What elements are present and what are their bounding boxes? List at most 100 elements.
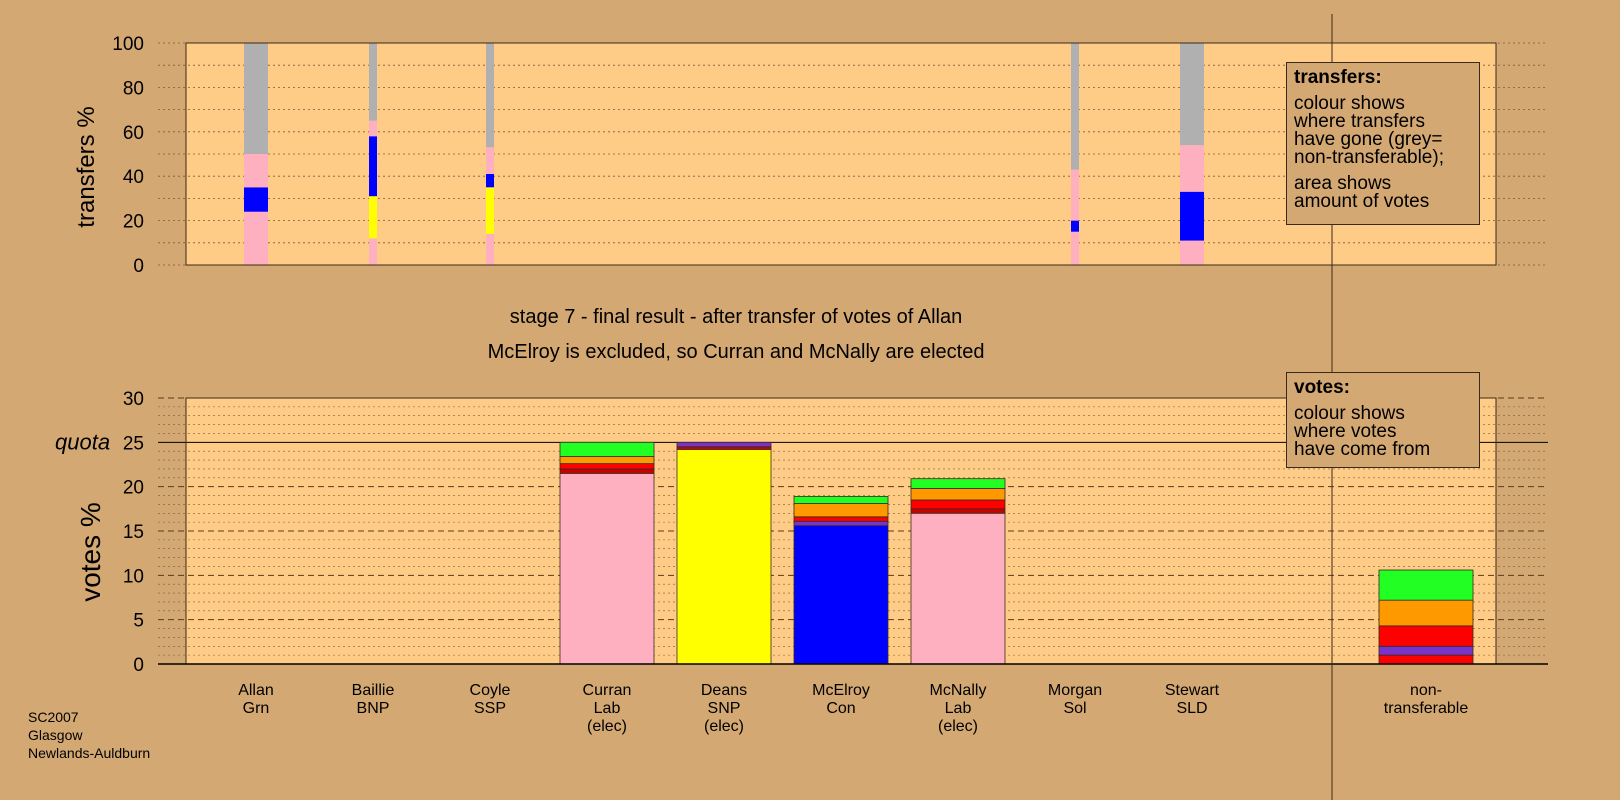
quota-label: quota bbox=[55, 429, 110, 454]
source-note: SC2007 Glasgow Newlands-Auldburn bbox=[28, 708, 150, 762]
transfer-segment bbox=[486, 187, 494, 234]
transfer-segment bbox=[369, 43, 377, 121]
votes-tick-label: 5 bbox=[133, 611, 144, 632]
candidate-label: transferable bbox=[1384, 700, 1469, 717]
vote-segment bbox=[793, 496, 889, 504]
transfers-tick-label: 20 bbox=[123, 212, 144, 233]
transfer-segment bbox=[369, 136, 377, 197]
transfers-legend-line: non-transferable); bbox=[1294, 147, 1444, 168]
candidate-label: (elec) bbox=[704, 718, 744, 735]
vote-segment bbox=[910, 508, 1006, 514]
transfer-segment bbox=[369, 120, 377, 137]
transfer-segment bbox=[244, 211, 268, 265]
transfer-segment bbox=[486, 173, 494, 188]
candidate-label: McNally bbox=[930, 682, 987, 699]
votes-tick-label: 15 bbox=[123, 522, 144, 543]
vote-segment bbox=[793, 516, 889, 522]
transfers-plot-frame bbox=[185, 42, 1497, 266]
transfers-tick-label: 40 bbox=[123, 167, 144, 188]
stage-subtitle: McElroy is excluded, so Curran and McNal… bbox=[488, 341, 985, 363]
vote-segment bbox=[559, 463, 655, 470]
transfer-segment bbox=[1071, 220, 1079, 232]
transfers-legend: transfers: colour shows where transfers … bbox=[1286, 62, 1480, 225]
candidate-label: BNP bbox=[357, 700, 390, 717]
candidate-label: (elec) bbox=[587, 718, 627, 735]
vote-segment bbox=[1378, 599, 1474, 627]
candidate-label: Coyle bbox=[470, 682, 511, 699]
vote-segment bbox=[1378, 625, 1474, 647]
vote-segment bbox=[559, 472, 655, 665]
candidate-label: Sol bbox=[1063, 700, 1086, 717]
candidate-label: non- bbox=[1410, 682, 1442, 699]
transfer-segment bbox=[244, 187, 268, 212]
vote-segment bbox=[1378, 654, 1474, 665]
stage-title: stage 7 - final result - after transfer … bbox=[510, 306, 962, 328]
vote-segment bbox=[676, 441, 772, 448]
candidate-label: Baillie bbox=[352, 682, 395, 699]
vote-segment bbox=[1378, 645, 1474, 656]
transfer-segment bbox=[1180, 240, 1204, 265]
transfer-segment bbox=[369, 196, 377, 239]
candidate-label: McElroy bbox=[812, 682, 870, 699]
votes-legend-title: votes: bbox=[1294, 377, 1350, 398]
candidate-label: (elec) bbox=[938, 718, 978, 735]
vote-segment bbox=[559, 441, 655, 457]
transfer-segment bbox=[1071, 169, 1079, 221]
transfer-segment bbox=[486, 43, 494, 148]
candidate-label: Stewart bbox=[1165, 682, 1220, 699]
votes-tick-label: 20 bbox=[123, 478, 144, 499]
transfer-segment bbox=[1180, 191, 1204, 241]
transfers-legend-title: transfers: bbox=[1294, 67, 1382, 88]
transfers-legend-line: amount of votes bbox=[1294, 191, 1430, 212]
transfers-panel: 0 20 40 60 80 100 transfers % bbox=[73, 34, 1548, 277]
candidate-label: Con bbox=[826, 700, 855, 717]
candidate-label: Morgan bbox=[1048, 682, 1102, 699]
transfers-legend-line: colour shows bbox=[1294, 93, 1405, 114]
vote-segment bbox=[1378, 569, 1474, 601]
transfer-segment bbox=[486, 233, 494, 265]
transfer-segment bbox=[244, 154, 268, 188]
votes-tick-label: 10 bbox=[123, 566, 144, 587]
vote-segment bbox=[910, 478, 1006, 489]
vote-segment bbox=[559, 456, 655, 465]
vote-segment bbox=[793, 503, 889, 518]
candidate-label: Deans bbox=[701, 682, 747, 699]
votes-legend-line: colour shows bbox=[1294, 403, 1405, 424]
transfer-segment bbox=[1180, 43, 1204, 146]
votes-tick-label: 0 bbox=[133, 655, 144, 676]
transfers-legend-line: area shows bbox=[1294, 173, 1392, 194]
transfer-segment bbox=[1071, 43, 1079, 170]
transfers-tick-label: 0 bbox=[133, 256, 144, 277]
vote-segment bbox=[793, 520, 889, 527]
transfer-segment bbox=[244, 43, 268, 154]
transfer-segment bbox=[1180, 145, 1204, 192]
transfers-tick-label: 60 bbox=[123, 123, 144, 144]
transfers-tick-label: 80 bbox=[123, 78, 144, 99]
votes-tick-label: 30 bbox=[123, 389, 144, 410]
transfers-legend-line: where transfers bbox=[1294, 111, 1425, 132]
candidate-label: Lab bbox=[594, 700, 621, 717]
vote-segment bbox=[559, 468, 655, 474]
candidate-label: Curran bbox=[583, 682, 632, 699]
candidate-label: Lab bbox=[945, 700, 972, 717]
transfer-segment bbox=[369, 238, 377, 265]
votes-tick-label: 25 bbox=[123, 433, 144, 454]
votes-axis-label: votes % bbox=[75, 502, 106, 602]
candidate-label: SNP bbox=[708, 700, 741, 717]
transfer-segment bbox=[486, 147, 494, 174]
votes-legend-line: where votes bbox=[1294, 421, 1397, 442]
vote-segment bbox=[910, 499, 1006, 510]
transfers-tick-label: 100 bbox=[112, 34, 144, 55]
transfers-axis-label: transfers % bbox=[73, 106, 100, 227]
source-line: SC2007 bbox=[28, 709, 79, 725]
transfer-segment bbox=[1071, 231, 1079, 265]
candidate-label: SLD bbox=[1176, 700, 1207, 717]
candidate-label: SSP bbox=[474, 700, 506, 717]
source-line: Glasgow bbox=[28, 727, 83, 743]
votes-legend: votes: colour shows where votes have com… bbox=[1286, 372, 1480, 468]
candidate-label: Allan bbox=[238, 682, 274, 699]
votes-legend-line: have come from bbox=[1294, 439, 1431, 460]
vote-segment bbox=[910, 512, 1006, 665]
